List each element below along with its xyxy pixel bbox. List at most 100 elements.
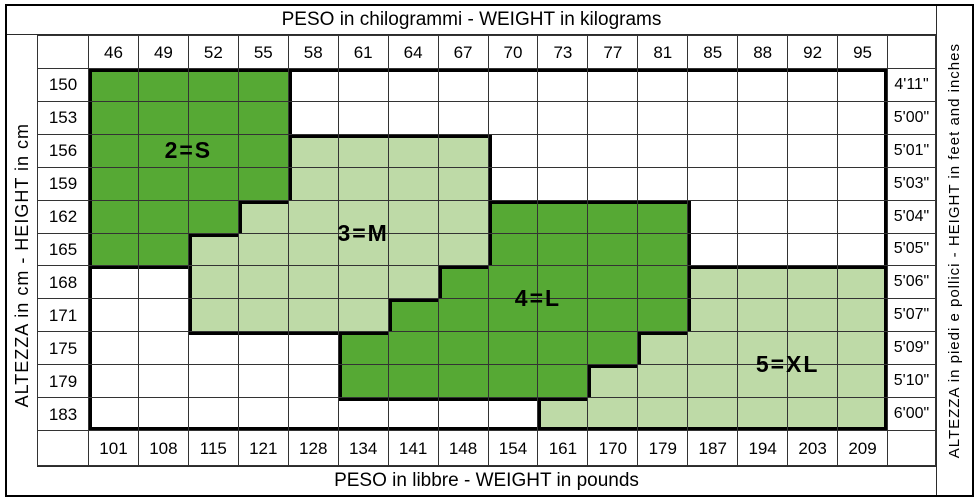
- lb-footer-cell: 121: [237, 430, 289, 466]
- grid-cell: [787, 68, 839, 102]
- cm-label-cell: 156: [37, 133, 89, 168]
- grid-cell: [88, 68, 139, 102]
- grid-cell: [637, 331, 689, 366]
- grid-cell: [587, 232, 639, 267]
- grid-cell: [637, 199, 689, 234]
- kg-header-cell: 88: [737, 35, 789, 69]
- grid-cell: [187, 68, 239, 102]
- lb-footer-cell: 209: [837, 430, 888, 466]
- size-grid: 46 49 52 55 58 61 64 67 70 73 77 81 85 88 92 95 150 4'11"…: [37, 35, 936, 466]
- grid-cell: [287, 100, 339, 135]
- grid-cell: [137, 364, 189, 399]
- grid-cell: [737, 133, 789, 168]
- kg-header-cell: 73: [537, 35, 589, 69]
- grid-cell: [88, 265, 139, 300]
- grid-cell: [587, 68, 639, 102]
- grid-cell: [187, 166, 239, 201]
- grid-cell: [287, 133, 339, 168]
- grid-cell: [88, 364, 139, 399]
- grid-cell: [237, 364, 289, 399]
- grid-cell: [737, 100, 789, 135]
- grid-cell: [287, 397, 339, 431]
- grid-cell: [287, 199, 339, 234]
- grid-cell: [637, 166, 689, 201]
- ftin-label-cell: 5'05": [887, 232, 936, 267]
- grid-cell: [587, 364, 639, 399]
- grid-cell: [187, 133, 239, 168]
- grid-cell: [687, 166, 739, 201]
- lb-footer-cell: 170: [587, 430, 639, 466]
- grid-cell: [637, 397, 689, 431]
- grid-cell: [837, 199, 888, 234]
- grid-cell: [237, 133, 289, 168]
- grid-cell: [837, 397, 888, 431]
- grid-cell: [187, 298, 239, 333]
- grid-cell: [537, 331, 589, 366]
- grid-cell: [787, 331, 839, 366]
- grid-cell: [337, 166, 389, 201]
- grid-cell: [337, 397, 389, 431]
- grid-cell: [787, 232, 839, 267]
- grid-cell: [187, 100, 239, 135]
- grid-cell: [487, 397, 539, 431]
- grid-cell: [237, 298, 289, 333]
- lb-footer-cell: 148: [437, 430, 489, 466]
- cm-label-cell: 150: [37, 68, 89, 102]
- grid-cell: [387, 397, 439, 431]
- grid-cell: [437, 166, 489, 201]
- kg-header-cell: 85: [687, 35, 739, 69]
- grid-cell: [237, 232, 289, 267]
- kg-header-cell: 64: [387, 35, 439, 69]
- kg-header-cell: 52: [187, 35, 239, 69]
- grid-cell: [337, 100, 389, 135]
- grid-cell: [437, 199, 489, 234]
- lb-footer-cell: 161: [537, 430, 589, 466]
- grid-cell: [187, 199, 239, 234]
- grid-cell: [487, 331, 539, 366]
- grid-cell: [787, 298, 839, 333]
- grid-cell: [687, 68, 739, 102]
- grid-cell: [237, 100, 289, 135]
- grid-cell: [537, 133, 589, 168]
- ftin-label-cell: 4'11": [887, 68, 936, 102]
- grid-cell: [437, 68, 489, 102]
- right-axis-title-text: ALTEZZA in piedi e pollici - HEIGHT in f…: [946, 42, 963, 459]
- size-chart-frame: PESO in chilogrammi - WEIGHT in kilogram…: [5, 4, 974, 497]
- grid-cell: [287, 364, 339, 399]
- grid-cell: [737, 397, 789, 431]
- grid-cell: [787, 397, 839, 431]
- grid-cell: [88, 331, 139, 366]
- kg-header-cell: 81: [637, 35, 689, 69]
- lb-footer-cell: 108: [137, 430, 189, 466]
- grid-cell: [287, 232, 339, 267]
- ftin-label-cell: 5'10": [887, 364, 936, 399]
- corner-cell-bottom-left: [37, 430, 89, 466]
- grid-cell: [237, 265, 289, 300]
- grid-cell: [837, 100, 888, 135]
- grid-cell: [837, 331, 888, 366]
- ftin-label-cell: 5'06": [887, 265, 936, 300]
- grid-cell: [387, 199, 439, 234]
- grid-cell: [537, 364, 589, 399]
- grid-cell: [387, 265, 439, 300]
- grid-cell: [437, 397, 489, 431]
- lb-footer-cell: 101: [88, 430, 139, 466]
- grid-cell: [237, 166, 289, 201]
- grid-cell: [237, 331, 289, 366]
- grid-cell: [137, 133, 189, 168]
- grid-cell: [487, 133, 539, 168]
- grid-cell: [537, 232, 589, 267]
- grid-cell: [88, 100, 139, 135]
- lb-footer-cell: 154: [487, 430, 539, 466]
- grid-cell: [587, 199, 639, 234]
- grid-cell: [137, 331, 189, 366]
- grid-cell: [387, 364, 439, 399]
- grid-cell: [387, 232, 439, 267]
- kg-header-cell: 95: [837, 35, 888, 69]
- grid-cell: [587, 166, 639, 201]
- grid-cell: [587, 397, 639, 431]
- size-table: 46 49 52 55 58 61 64 67 70 73 77 81 85 88 92 95 150 4'11"…: [37, 35, 936, 466]
- kg-header-cell: 55: [237, 35, 289, 69]
- cm-label-cell: 153: [37, 100, 89, 135]
- corner-cell-top-left: [37, 35, 89, 69]
